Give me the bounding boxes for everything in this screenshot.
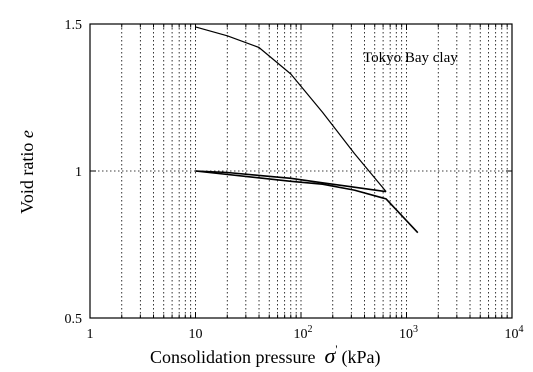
x-tick-label: 102 xyxy=(294,324,313,342)
axis-ticks xyxy=(89,23,513,319)
series-line-2 xyxy=(195,170,387,193)
x-axis-label: Consolidation pressure σ' (kPa) xyxy=(150,342,381,368)
series-lines xyxy=(195,26,419,234)
x-tick-label: 10 xyxy=(189,327,203,342)
tick-labels: 1 10 102 103 104 0.5 1 1.5 xyxy=(65,18,524,342)
y-tick-label: 1 xyxy=(75,165,82,180)
series-line-1 xyxy=(195,26,387,192)
y-tick-label: 1.5 xyxy=(65,18,83,33)
x-tick-label: 104 xyxy=(505,324,524,342)
grid-lines xyxy=(90,24,512,318)
series-line-3 xyxy=(195,170,419,234)
x-tick-label: 103 xyxy=(399,324,418,342)
material-annotation: Tokyo Bay clay xyxy=(363,50,458,66)
x-tick-label: 1 xyxy=(87,327,94,342)
y-tick-label: 0.5 xyxy=(65,312,83,327)
y-axis-label: Void ratio e xyxy=(17,130,37,214)
